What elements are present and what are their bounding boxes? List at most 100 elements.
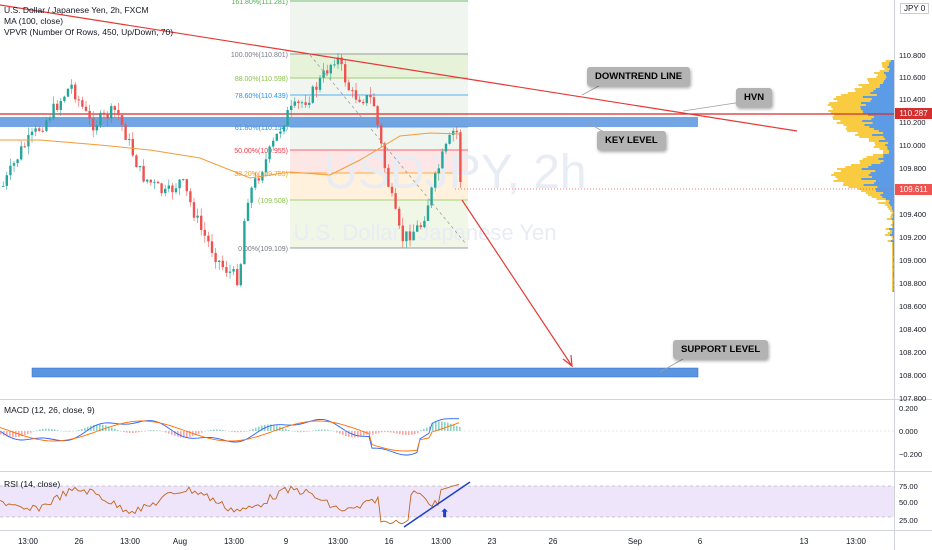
support-level-callout[interactable]: SUPPORT LEVEL: [673, 340, 769, 359]
volume-profile-bar: [892, 250, 893, 252]
candle-body: [430, 187, 433, 206]
macd-histogram-bar: [396, 431, 398, 434]
price-axis-label: 110.400: [899, 95, 926, 104]
volume-profile-bar: [893, 280, 894, 282]
candle-body: [257, 178, 260, 181]
volume-profile-bar: [832, 118, 872, 120]
macd-legend[interactable]: MACD (12, 26, close, 9): [4, 405, 95, 415]
macd-histogram-bar: [39, 429, 41, 431]
candle-body: [254, 178, 257, 188]
candle-body: [128, 138, 131, 140]
volume-profile-bar: [885, 144, 894, 146]
currency-settings[interactable]: JPY 0: [900, 3, 930, 14]
macd-histogram-bar: [162, 431, 164, 432]
macd-histogram-bar: [429, 426, 431, 431]
volume-profile-bar: [877, 74, 886, 76]
volume-profile-bar: [893, 284, 894, 286]
downtrend-callout[interactable]: DOWNTREND LINE: [587, 67, 691, 86]
volume-profile-bar: [845, 166, 869, 168]
symbol-legend[interactable]: U.S. Dollar / Japanese Yen, 2h, FXCM: [4, 5, 149, 15]
price-axis-label: 108.800: [899, 279, 927, 288]
volume-profile-bar: [831, 174, 869, 176]
volume-profile-bar: [883, 136, 894, 138]
volume-profile-bar: [875, 180, 894, 182]
rsi-trendline[interactable]: [403, 481, 471, 528]
macd-histogram-bar: [267, 424, 269, 431]
volume-profile-bar: [876, 94, 894, 96]
time-axis-label: 16: [384, 537, 394, 546]
macd-histogram-bar: [51, 429, 53, 431]
volume-profile-bar: [837, 100, 871, 102]
volume-profile-bar: [871, 118, 894, 120]
volume-profile-bar: [892, 226, 894, 228]
candle-body: [272, 140, 275, 147]
volume-profile-bar: [867, 78, 886, 80]
key-level-zone[interactable]: [0, 117, 698, 127]
volume-profile-bar: [865, 104, 894, 106]
ma-legend[interactable]: MA (100, close): [4, 16, 64, 26]
candle-body: [448, 134, 451, 144]
volume-profile-bar: [892, 264, 894, 266]
volume-profile-bar: [828, 110, 863, 112]
fib-level-label: 78.60%(110.439): [235, 93, 288, 100]
macd-histogram-bar: [48, 428, 50, 431]
volume-profile-bar: [892, 250, 894, 252]
volume-profile-bar: [872, 154, 884, 156]
volume-profile-bar: [869, 126, 894, 128]
candle-body: [174, 188, 178, 193]
macd-histogram-bar: [360, 431, 362, 437]
candle-body: [74, 84, 77, 100]
volume-profile-bar: [893, 270, 894, 272]
macd-histogram-bar: [258, 426, 260, 431]
candle-body: [369, 94, 372, 98]
volume-profile-bar: [840, 120, 863, 122]
volume-profile-bar: [888, 202, 894, 204]
downtrend-line[interactable]: [0, 4, 798, 132]
macd-histogram-bar: [117, 429, 119, 431]
volume-profile-bar: [833, 98, 872, 100]
candle-body: [268, 146, 271, 160]
macd-histogram-bar: [255, 427, 257, 431]
key-level-callout[interactable]: KEY LEVEL: [597, 131, 666, 150]
volume-profile-bar: [871, 176, 894, 178]
candle-body: [221, 260, 224, 268]
callout-pointer: [589, 123, 605, 133]
macd-histogram-bar: [126, 431, 128, 433]
volume-profile-bar: [860, 106, 894, 108]
macd-histogram-bar: [57, 430, 59, 431]
support-level-zone[interactable]: [31, 367, 699, 378]
volume-profile-bar: [868, 138, 886, 140]
macd-histogram-bar: [252, 428, 254, 431]
price-axis-label: 109.200: [899, 233, 927, 242]
candle-body: [182, 179, 185, 181]
fib-trend-connector: [309, 54, 467, 245]
time-axis-label: 13: [799, 537, 809, 546]
candle-body: [149, 179, 152, 183]
macd-histogram-bar: [63, 431, 65, 432]
candle-body: [192, 202, 196, 218]
volume-profile-bar: [893, 246, 894, 248]
volume-profile-bar: [890, 216, 893, 218]
volume-profile-bar: [876, 190, 894, 192]
volume-profile-bar: [879, 86, 894, 88]
fib-band: [290, 200, 468, 248]
macd-histogram-bar: [84, 427, 86, 431]
macd-histogram-bar: [42, 428, 44, 431]
volume-profile-bar: [878, 158, 894, 160]
volume-profile-bar: [873, 128, 894, 130]
rsi-legend[interactable]: RSI (14, close): [4, 479, 61, 489]
projection-arrow[interactable]: [461, 199, 573, 367]
vpvr-legend[interactable]: VPVR (Number Of Rows, 450, Up/Down, 70): [4, 27, 174, 37]
volume-profile-bar: [862, 110, 894, 112]
macd-histogram-bar: [261, 425, 263, 431]
hvn-callout[interactable]: HVN: [736, 88, 773, 107]
volume-profile-bar: [887, 206, 892, 208]
volume-profile-bar: [862, 120, 894, 122]
time-axis-label: 13:00: [119, 537, 141, 546]
volume-profile-bar: [888, 152, 894, 154]
volume-profile-bar: [892, 262, 894, 264]
volume-profile-bar: [859, 160, 884, 162]
candle-body: [41, 130, 44, 132]
volume-profile-bar: [892, 242, 894, 244]
